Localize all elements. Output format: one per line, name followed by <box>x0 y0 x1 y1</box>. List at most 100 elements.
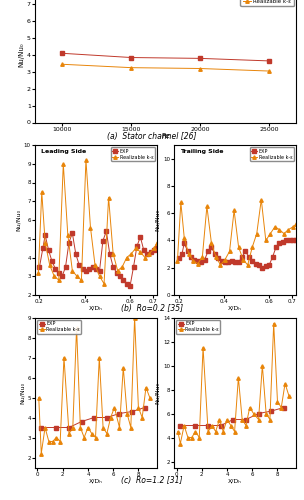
EXP <box>264 264 268 270</box>
Realizable k-ε <box>267 68 271 74</box>
Realizable k-ε <box>225 416 229 422</box>
EXP <box>182 240 186 246</box>
EXP <box>64 264 67 270</box>
EXP <box>125 281 129 287</box>
Realizable k-ε <box>192 258 195 264</box>
Line: Realizable k-ε: Realizable k-ε <box>176 198 298 266</box>
Realizable k-ε <box>178 440 182 446</box>
EXP <box>180 251 184 257</box>
Realizable k-ε <box>182 234 186 240</box>
Y-axis label: Nu/Nu₀: Nu/Nu₀ <box>19 382 25 404</box>
Realizable k-ε <box>40 189 43 195</box>
Realizable k-ε <box>48 262 51 268</box>
Text: (c)  Ro=1.2 [31]: (c) Ro=1.2 [31] <box>121 476 183 486</box>
Realizable k-ε <box>134 245 138 251</box>
EXP <box>178 422 182 428</box>
EXP <box>142 247 146 253</box>
EXP <box>43 232 47 238</box>
Text: Leading Side: Leading Side <box>41 150 86 154</box>
Realizable k-ε <box>101 424 105 430</box>
EXP <box>203 256 206 262</box>
Realizable k-ε <box>140 414 144 420</box>
EXP <box>216 255 220 261</box>
Realizable k-ε <box>107 194 110 200</box>
Realizable k-ε <box>143 254 147 260</box>
EXP <box>54 266 57 272</box>
X-axis label: X/Dₕ: X/Dₕ <box>89 478 103 483</box>
Realizable k-ε <box>268 230 272 236</box>
Legend: EXP, Realizable k-ε: EXP, Realizable k-ε <box>250 148 294 161</box>
EXP <box>143 404 147 410</box>
Realizable k-ε <box>264 410 268 416</box>
Line: EXP: EXP <box>40 406 147 429</box>
Realizable k-ε <box>105 430 109 436</box>
Realizable k-ε <box>111 251 115 257</box>
EXP <box>155 245 159 251</box>
EXP <box>145 251 149 257</box>
EXP <box>108 251 112 257</box>
Realizable k-ε <box>47 438 51 444</box>
Y-axis label: Nu/Nu₀: Nu/Nu₀ <box>155 382 160 404</box>
Realizable k-ε <box>112 404 116 410</box>
Realizable k-ε <box>71 424 74 430</box>
EXP <box>128 282 132 288</box>
Realizable k-ε <box>125 254 129 260</box>
Realizable k-ε <box>71 268 74 274</box>
Realizable k-ε <box>155 240 159 246</box>
Realizable k-ε <box>61 161 65 167</box>
EXP <box>250 258 254 264</box>
Realizable k-ε <box>197 434 201 440</box>
Realizable k-ε <box>229 422 233 428</box>
Realizable k-ε <box>58 438 62 444</box>
Realizable k-ε <box>55 434 58 440</box>
Realizable k-ε <box>40 450 43 456</box>
Realizable k-ε <box>136 404 140 410</box>
Realizable k-ε <box>116 268 119 274</box>
EXP <box>149 249 152 255</box>
Realizable k-ε <box>198 66 202 71</box>
Realizable k-ε <box>98 354 101 360</box>
EXP <box>50 258 54 264</box>
X-axis label: X/Dₕ: X/Dₕ <box>89 306 103 310</box>
Realizable k-ε <box>273 224 277 230</box>
Realizable k-ε <box>201 344 205 350</box>
EXP <box>80 418 84 424</box>
EXP <box>247 254 250 260</box>
Realizable k-ε <box>206 428 210 434</box>
EXP <box>130 408 134 414</box>
Line: Realizable k-ε: Realizable k-ε <box>61 62 271 73</box>
Text: (a)  Stator channel [26]: (a) Stator channel [26] <box>107 132 197 140</box>
Realizable k-ε <box>130 251 133 257</box>
Line: EXP: EXP <box>179 406 285 427</box>
EXP <box>38 264 41 270</box>
EXP <box>57 270 60 276</box>
Realizable k-ε <box>61 62 64 68</box>
EXP <box>189 254 193 260</box>
Realizable k-ε <box>179 200 183 205</box>
Legend: EXP, Realizable k-ε: EXP, Realizable k-ε <box>111 148 155 161</box>
Y-axis label: Nu/Nu₀: Nu/Nu₀ <box>155 209 160 231</box>
Y-axis label: Nu/Nu₀: Nu/Nu₀ <box>18 42 24 68</box>
Line: EXP: EXP <box>38 230 159 288</box>
EXP <box>132 264 135 270</box>
EXP <box>206 248 210 254</box>
Realizable k-ε <box>125 410 129 416</box>
Realizable k-ε <box>233 428 237 434</box>
EXP <box>91 264 95 270</box>
EXP <box>282 404 286 410</box>
Realizable k-ε <box>257 416 261 422</box>
Realizable k-ε <box>282 230 286 236</box>
EXP <box>226 260 230 266</box>
EXP <box>111 264 115 270</box>
Realizable k-ε <box>139 249 142 255</box>
Realizable k-ε <box>129 424 133 430</box>
Realizable k-ε <box>237 244 240 250</box>
Realizable k-ε <box>278 226 281 232</box>
EXP <box>269 408 273 414</box>
EXP <box>60 273 64 279</box>
Realizable k-ε <box>93 262 97 268</box>
Realizable k-ε <box>228 248 231 254</box>
Realizable k-ε <box>51 438 54 444</box>
Realizable k-ε <box>66 232 70 238</box>
Realizable k-ε <box>272 320 275 326</box>
